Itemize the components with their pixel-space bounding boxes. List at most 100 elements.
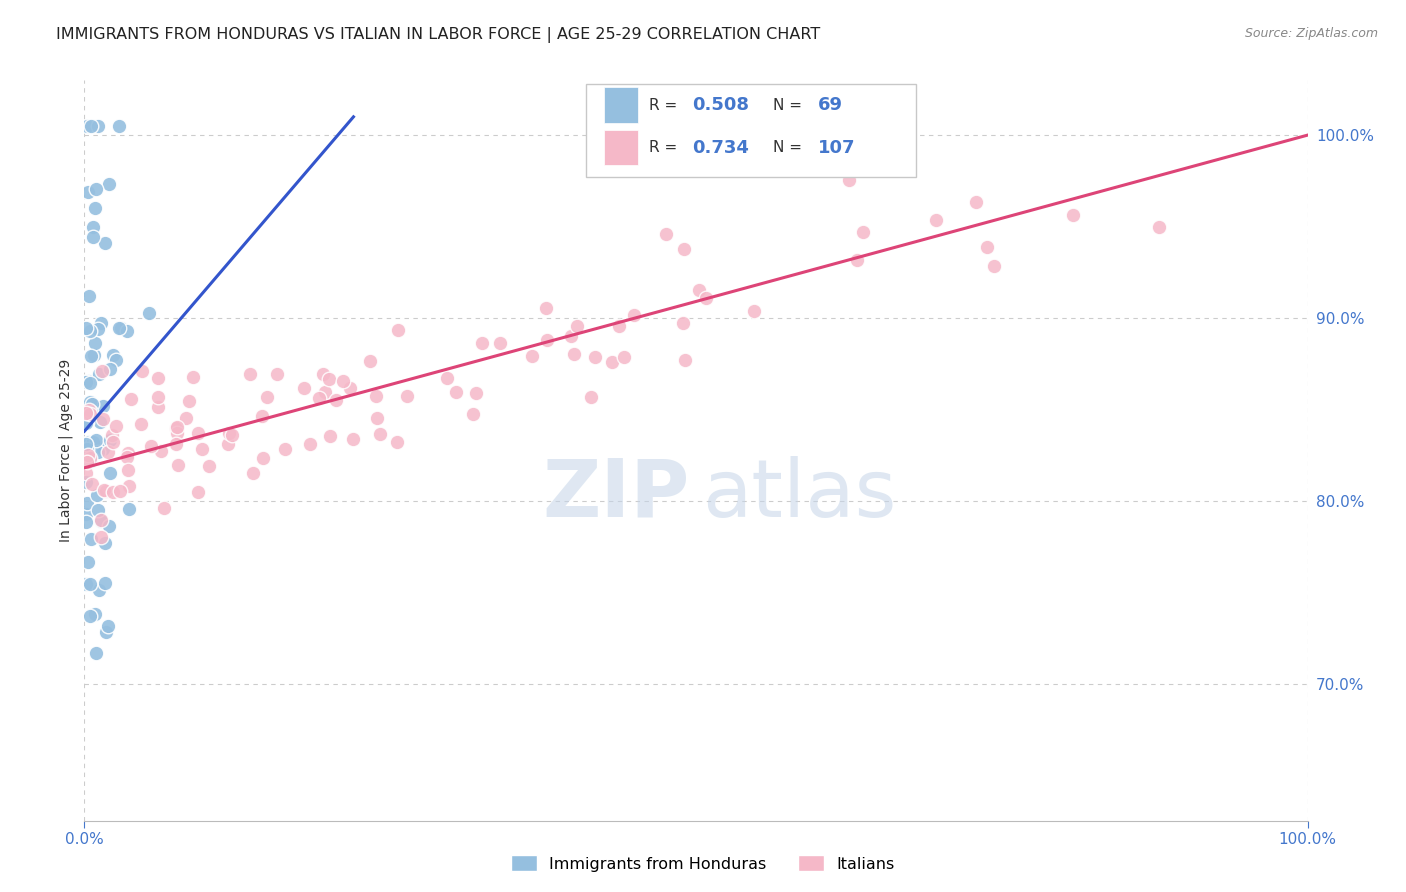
Point bbox=[166, 420, 188, 434]
Point bbox=[607, 318, 630, 333]
Point bbox=[167, 458, 190, 473]
Point bbox=[925, 213, 948, 227]
Point bbox=[385, 434, 408, 449]
Point bbox=[84, 646, 107, 660]
Point bbox=[90, 513, 112, 527]
Point bbox=[121, 392, 143, 407]
Point bbox=[90, 530, 112, 544]
Point bbox=[976, 240, 998, 254]
Point bbox=[77, 289, 100, 303]
Point bbox=[325, 392, 347, 407]
Point bbox=[187, 425, 209, 440]
Point bbox=[75, 406, 97, 420]
Point bbox=[87, 583, 110, 598]
Point bbox=[387, 323, 409, 337]
Point bbox=[396, 389, 419, 403]
Point bbox=[76, 119, 98, 133]
Point bbox=[198, 458, 221, 473]
Point bbox=[82, 230, 104, 244]
Point bbox=[221, 428, 243, 442]
Point bbox=[76, 186, 98, 200]
Point bbox=[94, 536, 117, 550]
Point bbox=[256, 390, 278, 404]
Point bbox=[90, 316, 112, 330]
Point bbox=[76, 442, 98, 457]
Point bbox=[75, 375, 97, 389]
Point bbox=[80, 476, 103, 491]
Point bbox=[623, 308, 645, 322]
Point bbox=[217, 437, 239, 451]
Point bbox=[94, 624, 117, 639]
Text: atlas: atlas bbox=[702, 456, 897, 534]
Point bbox=[89, 415, 111, 429]
Point bbox=[75, 416, 97, 430]
FancyBboxPatch shape bbox=[605, 130, 638, 165]
Point bbox=[79, 577, 101, 591]
Point bbox=[76, 455, 98, 469]
Point bbox=[565, 319, 588, 334]
Point bbox=[82, 219, 104, 234]
Point bbox=[436, 371, 458, 385]
Point bbox=[846, 253, 869, 268]
Point bbox=[654, 227, 676, 241]
Point bbox=[91, 399, 114, 413]
Point bbox=[110, 321, 132, 335]
Point bbox=[370, 427, 392, 442]
Point bbox=[366, 410, 388, 425]
Point bbox=[75, 437, 97, 451]
Text: N =: N = bbox=[773, 97, 807, 112]
Point bbox=[75, 515, 97, 529]
Point bbox=[118, 502, 141, 516]
Point bbox=[93, 483, 115, 497]
Point bbox=[117, 463, 139, 477]
Point bbox=[688, 284, 710, 298]
Point bbox=[359, 354, 381, 368]
Point bbox=[695, 291, 717, 305]
Point bbox=[583, 351, 606, 365]
Text: R =: R = bbox=[650, 97, 682, 112]
Point bbox=[1147, 220, 1170, 235]
Point bbox=[536, 333, 558, 347]
Text: 0.508: 0.508 bbox=[692, 96, 749, 114]
Point bbox=[218, 426, 240, 441]
Point bbox=[79, 376, 101, 390]
Point bbox=[148, 371, 170, 385]
Point bbox=[83, 348, 105, 362]
Point bbox=[87, 322, 110, 336]
Point bbox=[77, 403, 100, 417]
Point bbox=[138, 305, 160, 319]
Text: Source: ZipAtlas.com: Source: ZipAtlas.com bbox=[1244, 27, 1378, 40]
Point bbox=[75, 577, 97, 591]
Point bbox=[187, 485, 209, 500]
Point bbox=[77, 374, 100, 388]
Text: 69: 69 bbox=[818, 96, 844, 114]
Point bbox=[312, 367, 335, 381]
Point bbox=[83, 607, 105, 622]
Point bbox=[612, 350, 634, 364]
Point bbox=[444, 384, 467, 399]
Point bbox=[79, 450, 101, 465]
Point bbox=[75, 375, 97, 389]
Point bbox=[98, 361, 121, 376]
Point bbox=[461, 407, 484, 421]
Y-axis label: In Labor Force | Age 25-29: In Labor Force | Age 25-29 bbox=[59, 359, 73, 542]
Point bbox=[983, 259, 1005, 273]
Point bbox=[97, 619, 120, 633]
Point bbox=[110, 483, 132, 498]
Point bbox=[94, 576, 117, 591]
Point bbox=[84, 433, 107, 447]
Text: N =: N = bbox=[773, 140, 807, 155]
Point bbox=[165, 437, 187, 451]
Point bbox=[84, 181, 107, 195]
Point bbox=[76, 555, 98, 569]
Point bbox=[129, 417, 152, 431]
Point bbox=[672, 242, 695, 256]
Point bbox=[90, 514, 112, 528]
Point bbox=[153, 501, 176, 516]
Point bbox=[75, 467, 97, 481]
Point bbox=[79, 609, 101, 624]
Text: 0.734: 0.734 bbox=[692, 138, 749, 157]
Point bbox=[534, 301, 557, 316]
Point bbox=[183, 369, 205, 384]
Point bbox=[471, 336, 494, 351]
